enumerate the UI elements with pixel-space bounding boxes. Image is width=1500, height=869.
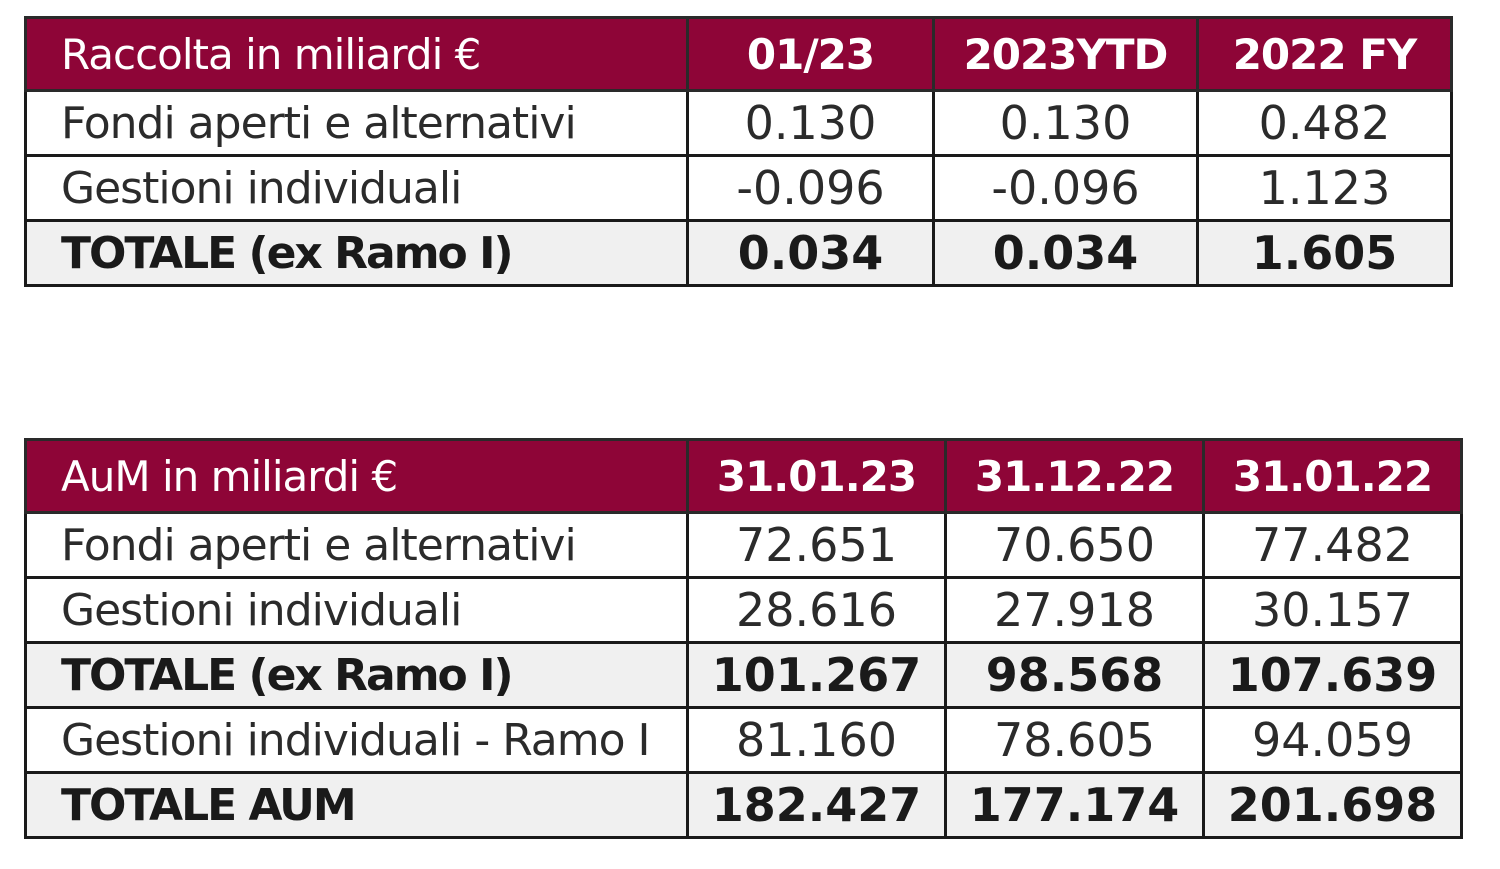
value-cell: 177.174 bbox=[944, 771, 1205, 839]
total-row: TOTALE AUM 182.427 177.174 201.698 bbox=[24, 771, 1463, 839]
raccolta-header-row: Raccolta in miliardi € 01/23 2023YTD 202… bbox=[24, 16, 1453, 92]
raccolta-header-col-2: 2023YTD bbox=[932, 16, 1199, 92]
row-label: Gestioni individuali - Ramo I bbox=[24, 706, 689, 774]
value-cell: 107.639 bbox=[1202, 641, 1463, 709]
value-cell: 0.034 bbox=[686, 219, 935, 287]
value-cell: 101.267 bbox=[686, 641, 947, 709]
value-cell: 94.059 bbox=[1202, 706, 1463, 774]
raccolta-header-col-3: 2022 FY bbox=[1196, 16, 1453, 92]
value-cell: 0.130 bbox=[686, 89, 935, 157]
value-cell: 201.698 bbox=[1202, 771, 1463, 839]
raccolta-table: Raccolta in miliardi € 01/23 2023YTD 202… bbox=[24, 16, 1453, 287]
aum-header-label: AuM in miliardi € bbox=[24, 438, 689, 514]
aum-table: AuM in miliardi € 31.01.23 31.12.22 31.0… bbox=[24, 438, 1463, 839]
table-row: Fondi aperti e alternativi 72.651 70.650… bbox=[24, 511, 1463, 579]
value-cell: -0.096 bbox=[686, 154, 935, 222]
value-cell: 81.160 bbox=[686, 706, 947, 774]
value-cell: 0.482 bbox=[1196, 89, 1453, 157]
value-cell: 0.130 bbox=[932, 89, 1199, 157]
value-cell: 30.157 bbox=[1202, 576, 1463, 644]
value-cell: 182.427 bbox=[686, 771, 947, 839]
row-label: Gestioni individuali bbox=[24, 576, 689, 644]
table-row: Gestioni individuali - Ramo I 81.160 78.… bbox=[24, 706, 1463, 774]
row-label: TOTALE (ex Ramo I) bbox=[24, 641, 689, 709]
total-row: TOTALE (ex Ramo I) 0.034 0.034 1.605 bbox=[24, 219, 1453, 287]
row-label: Gestioni individuali bbox=[24, 154, 689, 222]
total-row: TOTALE (ex Ramo I) 101.267 98.568 107.63… bbox=[24, 641, 1463, 709]
value-cell: -0.096 bbox=[932, 154, 1199, 222]
aum-header-col-3: 31.01.22 bbox=[1202, 438, 1463, 514]
value-cell: 27.918 bbox=[944, 576, 1205, 644]
row-label: TOTALE AUM bbox=[24, 771, 689, 839]
value-cell: 28.616 bbox=[686, 576, 947, 644]
value-cell: 78.605 bbox=[944, 706, 1205, 774]
value-cell: 98.568 bbox=[944, 641, 1205, 709]
value-cell: 1.123 bbox=[1196, 154, 1453, 222]
row-label: TOTALE (ex Ramo I) bbox=[24, 219, 689, 287]
table-row: Fondi aperti e alternativi 0.130 0.130 0… bbox=[24, 89, 1453, 157]
row-label: Fondi aperti e alternativi bbox=[24, 89, 689, 157]
aum-header-col-1: 31.01.23 bbox=[686, 438, 947, 514]
raccolta-header-label: Raccolta in miliardi € bbox=[24, 16, 689, 92]
aum-header-col-2: 31.12.22 bbox=[944, 438, 1205, 514]
table-row: Gestioni individuali -0.096 -0.096 1.123 bbox=[24, 154, 1453, 222]
value-cell: 1.605 bbox=[1196, 219, 1453, 287]
row-label: Fondi aperti e alternativi bbox=[24, 511, 689, 579]
value-cell: 72.651 bbox=[686, 511, 947, 579]
table-row: Gestioni individuali 28.616 27.918 30.15… bbox=[24, 576, 1463, 644]
value-cell: 0.034 bbox=[932, 219, 1199, 287]
aum-header-row: AuM in miliardi € 31.01.23 31.12.22 31.0… bbox=[24, 438, 1463, 514]
value-cell: 77.482 bbox=[1202, 511, 1463, 579]
raccolta-header-col-1: 01/23 bbox=[686, 16, 935, 92]
value-cell: 70.650 bbox=[944, 511, 1205, 579]
